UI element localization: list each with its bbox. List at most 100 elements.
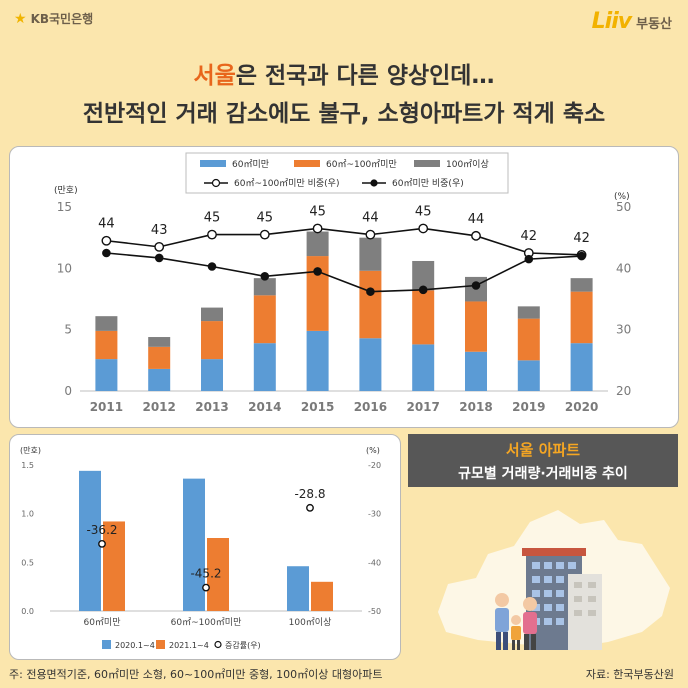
y-tick-label: 10 (57, 261, 72, 275)
top-chart-panel: 60㎡미만 60㎡~100㎡미만 100㎡이상 60㎡~100㎡미만 비중(우) 60㎡… (9, 146, 679, 428)
bar-segment (306, 231, 329, 257)
data-label: 44 (362, 211, 379, 226)
bar-segment (148, 346, 171, 369)
bar (207, 538, 229, 611)
legend-label: 60㎡미만 (232, 159, 269, 170)
data-label: 45 (309, 204, 326, 219)
line-point (102, 248, 111, 258)
bar-segment (517, 318, 540, 361)
bar-segment (359, 237, 382, 271)
bar-segment (95, 330, 118, 360)
change-rate-point (98, 539, 106, 548)
line-point (207, 229, 217, 240)
y-tick-label: 0.0 (21, 607, 34, 616)
line-point (524, 254, 534, 264)
data-label: 45 (204, 211, 221, 226)
bar (287, 566, 309, 611)
bar-segment (148, 337, 171, 347)
bar-segment (570, 278, 593, 292)
bar-segment (95, 359, 118, 391)
bar-segment (359, 338, 382, 391)
line-point (365, 229, 376, 240)
bar-segment (253, 295, 276, 344)
y-axis-unit: (만호) (20, 446, 41, 455)
line-point (471, 230, 481, 241)
x-tick-label: 100㎡이상 (289, 617, 332, 628)
bar (183, 478, 205, 611)
legend-swatch (414, 160, 440, 167)
bar-segment (517, 360, 540, 391)
kb-star-icon: ★ (14, 10, 27, 27)
legend-marker (214, 640, 222, 649)
bar-segment (201, 359, 223, 391)
x-tick-label: 2014 (248, 400, 281, 414)
legend-label: 2020.1~4 (115, 641, 155, 650)
kb-logo-text: KB국민은행 (30, 12, 94, 26)
bar-segment (201, 307, 223, 322)
y2-tick-label: -30 (368, 510, 381, 519)
bar-segment (465, 351, 487, 391)
legend-swatch (156, 640, 165, 649)
data-label: -36.2 (86, 523, 117, 537)
y2-axis-unit: (%) (366, 446, 380, 455)
legend-label: 2021.1~4 (169, 641, 209, 650)
bar-segment (517, 306, 540, 319)
line-point (418, 285, 428, 295)
data-label: -28.8 (294, 487, 325, 501)
x-tick-label: 2011 (90, 400, 123, 414)
y2-tick-label: -50 (368, 607, 381, 616)
liiv-logo-text: Liiv (591, 9, 632, 34)
line-point (260, 272, 270, 281)
bar-segment (253, 278, 276, 296)
line-point (312, 223, 323, 234)
x-tick-label: 2013 (195, 400, 228, 414)
chart-title-box: 서울 아파트 규모별 거래량·거래비중 추이 (408, 434, 678, 487)
legend-box (185, 152, 509, 194)
bar (79, 470, 101, 611)
line-point (259, 229, 270, 240)
bar-segment (570, 291, 593, 344)
bar-segment (465, 301, 487, 352)
headline-line1: 서울은 전국과 다른 양상인데… (0, 56, 688, 90)
y2-tick-label: 20 (616, 384, 631, 398)
bar (103, 521, 125, 611)
x-tick-label: 2016 (354, 400, 387, 414)
y2-tick-label: 40 (616, 261, 631, 275)
y-tick-label: 1.0 (21, 510, 34, 519)
bar-segment (359, 270, 382, 339)
bar (311, 581, 333, 611)
y-axis-unit: (만호) (54, 185, 78, 196)
line-point (366, 287, 375, 296)
legend-marker (370, 179, 378, 187)
change-rate-point (202, 583, 210, 592)
y-tick-label: 0.5 (21, 558, 34, 567)
seoul-apartment-illustration (438, 510, 670, 650)
line-point (577, 251, 586, 261)
legend-marker (211, 178, 221, 188)
x-tick-label: 2019 (512, 400, 545, 414)
bar-segment (412, 290, 435, 345)
data-label: 42 (521, 229, 538, 244)
bar-segment (412, 260, 435, 291)
bar-segment (570, 343, 593, 391)
change-rate-point (306, 503, 314, 512)
y2-tick-label: -40 (368, 558, 381, 567)
bottom-chart: (만호) (%) 0.0 0.5 1.0 1.5 -50 -40 -30 -20 60㎡미만 60㎡~… (20, 446, 381, 650)
legend-label: 증감률(우) (225, 640, 261, 650)
x-tick-label: 2017 (406, 400, 439, 414)
chart-title-line2: 규모별 거래량·거래비중 추이 (458, 466, 628, 482)
legend-swatch (200, 160, 226, 167)
y2-tick-label: 50 (616, 200, 631, 214)
footnote: 주: 전용면적기준, 60㎡미만 소형, 60~100㎡미만 중형, 100㎡이… (9, 668, 383, 681)
line-point (471, 281, 481, 290)
bottom-chart-panel: (만호) (%) 0.0 0.5 1.0 1.5 -50 -40 -30 -20 60㎡미만 60㎡~… (9, 434, 401, 660)
chart-title-line1: 서울 아파트 (505, 441, 581, 459)
legend-swatch (294, 160, 320, 167)
x-tick-label: 2020 (565, 400, 598, 414)
data-label: 42 (573, 231, 590, 246)
family-icon (495, 593, 537, 650)
legend-swatch (102, 640, 111, 649)
bar-segment (201, 321, 223, 360)
line-point (154, 241, 165, 252)
source-credit: 자료: 한국부동산원 (585, 668, 674, 681)
